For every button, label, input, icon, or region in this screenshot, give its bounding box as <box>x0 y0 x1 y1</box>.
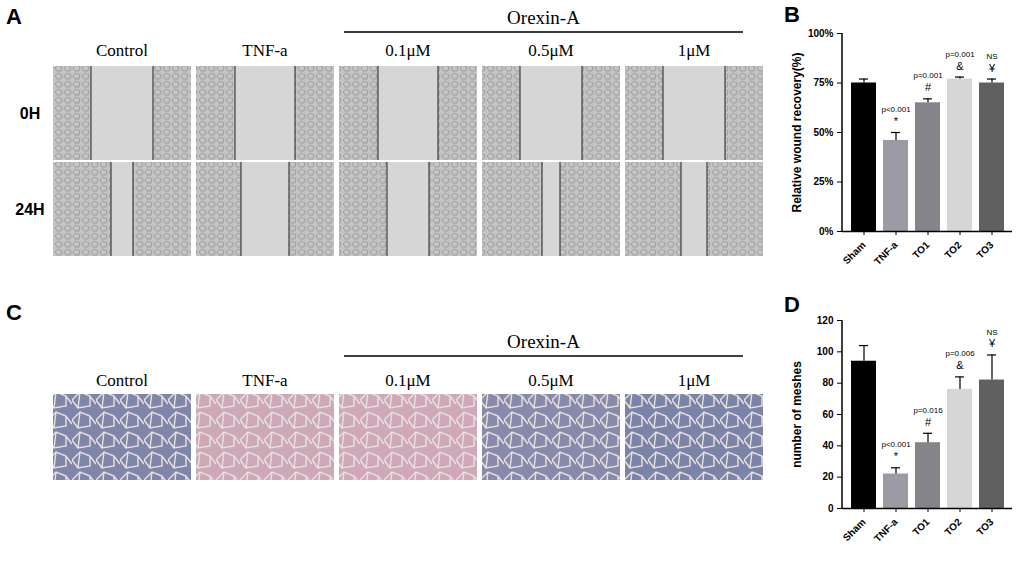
svg-text:1μM: 1μM <box>678 371 711 390</box>
svg-text:Sham: Sham <box>841 239 868 265</box>
svg-text:TO3: TO3 <box>974 239 996 261</box>
svg-text:p<0.001: p<0.001 <box>881 440 911 449</box>
svg-text:Relative wound recovery(%): Relative wound recovery(%) <box>790 52 804 212</box>
svg-text:*: * <box>894 450 899 462</box>
svg-text:TO1: TO1 <box>910 516 932 538</box>
svg-text:A: A <box>6 4 22 29</box>
svg-text:Orexin-A: Orexin-A <box>507 7 580 28</box>
svg-text:100: 100 <box>817 346 834 357</box>
svg-text:0.1μM: 0.1μM <box>385 41 430 60</box>
svg-text:Sham: Sham <box>841 516 868 543</box>
svg-text:p=0.016: p=0.016 <box>913 406 943 415</box>
svg-text:&: & <box>956 60 964 72</box>
html-text:B: B <box>784 2 800 27</box>
svg-text:TNF-a: TNF-a <box>242 41 288 60</box>
svg-text:0.5μM: 0.5μM <box>528 371 573 390</box>
svg-text:p=0.006: p=0.006 <box>945 349 975 358</box>
svg-text:60: 60 <box>822 409 834 420</box>
svg-text:25%: 25% <box>813 176 833 187</box>
svg-text:24H: 24H <box>15 201 44 218</box>
svg-text:0%: 0% <box>819 226 834 237</box>
svg-text:TNF-a: TNF-a <box>872 239 900 265</box>
svg-text:p<0.001: p<0.001 <box>881 105 911 114</box>
svg-text:1μM: 1μM <box>678 41 711 60</box>
svg-text:0: 0 <box>828 503 834 514</box>
svg-text:TO2: TO2 <box>942 516 964 538</box>
svg-text:NS: NS <box>986 328 997 337</box>
svg-text:100%: 100% <box>808 28 834 39</box>
svg-text:TO2: TO2 <box>942 239 964 261</box>
svg-text:80: 80 <box>822 377 834 388</box>
svg-text:0.1μM: 0.1μM <box>385 371 430 390</box>
svg-text:¥: ¥ <box>988 337 996 349</box>
svg-text:C: C <box>6 300 22 325</box>
svg-text:*: * <box>894 115 899 127</box>
svg-text:120: 120 <box>817 315 834 326</box>
svg-text:NS: NS <box>986 52 997 61</box>
svg-text:TO3: TO3 <box>974 516 996 538</box>
svg-text:TNF-a: TNF-a <box>872 516 900 544</box>
svg-text:0H: 0H <box>20 105 40 122</box>
svg-text:40: 40 <box>822 440 834 451</box>
svg-text:#: # <box>925 416 932 428</box>
svg-text:p=0.001: p=0.001 <box>945 50 975 59</box>
svg-text:0.5μM: 0.5μM <box>528 41 573 60</box>
svg-text:¥: ¥ <box>988 62 996 74</box>
svg-text:p=0.001: p=0.001 <box>913 71 943 80</box>
html-text:D: D <box>784 292 800 317</box>
svg-text:&: & <box>956 359 964 371</box>
svg-text:TO1: TO1 <box>910 239 932 261</box>
svg-text:TNF-a: TNF-a <box>242 371 288 390</box>
svg-text:75%: 75% <box>813 77 833 88</box>
svg-text:Control: Control <box>96 41 148 60</box>
svg-text:Control: Control <box>96 371 148 390</box>
svg-text:#: # <box>925 81 932 93</box>
svg-text:20: 20 <box>822 471 834 482</box>
svg-text:Orexin-A: Orexin-A <box>507 331 580 352</box>
svg-text:50%: 50% <box>813 127 833 138</box>
svg-text:number of meshes: number of meshes <box>790 361 804 468</box>
